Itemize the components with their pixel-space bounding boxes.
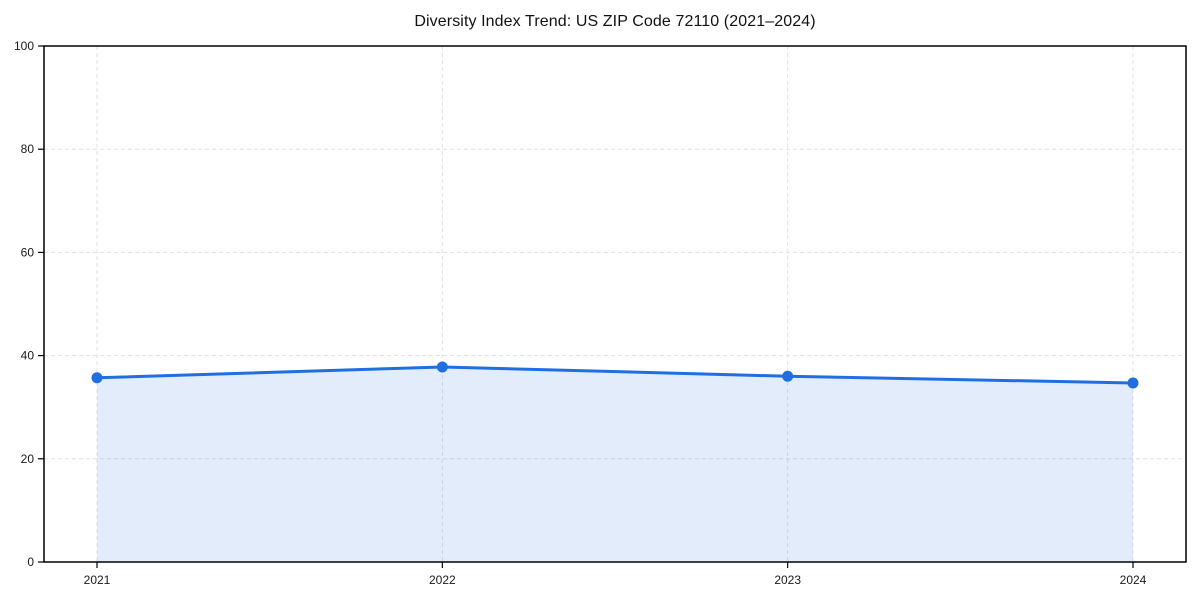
- x-axis-tick-label: 2021: [84, 573, 111, 587]
- chart-title: Diversity Index Trend: US ZIP Code 72110…: [414, 13, 816, 30]
- data-point-2023: [782, 370, 794, 382]
- data-point-2024: [1127, 377, 1139, 389]
- x-axis-tick-label: 2024: [1120, 573, 1147, 587]
- data-point-2022: [436, 361, 448, 373]
- plot-border: [43, 45, 1187, 563]
- trend-line: [95, 365, 1135, 385]
- y-axis-tick-label: 100: [14, 39, 34, 53]
- area-fill: [97, 366, 1133, 562]
- data-point-2021: [91, 372, 103, 384]
- y-axis-tick-label: 20: [21, 452, 35, 466]
- x-axis-tick-label: 2023: [774, 573, 801, 587]
- y-axis-tick-label: 0: [27, 555, 34, 569]
- y-axis-tick-label: 40: [21, 349, 35, 363]
- y-axis-tick-label: 80: [21, 142, 35, 156]
- x-axis-tick-label: 2022: [429, 573, 456, 587]
- y-axis-tick-label: 60: [21, 245, 35, 259]
